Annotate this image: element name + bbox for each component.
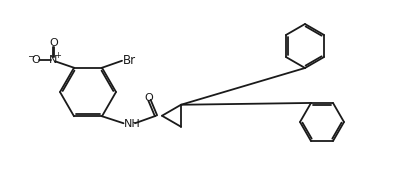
Text: O: O (31, 55, 40, 65)
Text: Br: Br (123, 54, 136, 67)
Text: O: O (145, 93, 154, 103)
Text: NH: NH (124, 118, 141, 129)
Text: −: − (27, 51, 35, 60)
Text: N: N (50, 55, 58, 65)
Text: O: O (49, 38, 58, 48)
Text: +: + (54, 51, 61, 60)
